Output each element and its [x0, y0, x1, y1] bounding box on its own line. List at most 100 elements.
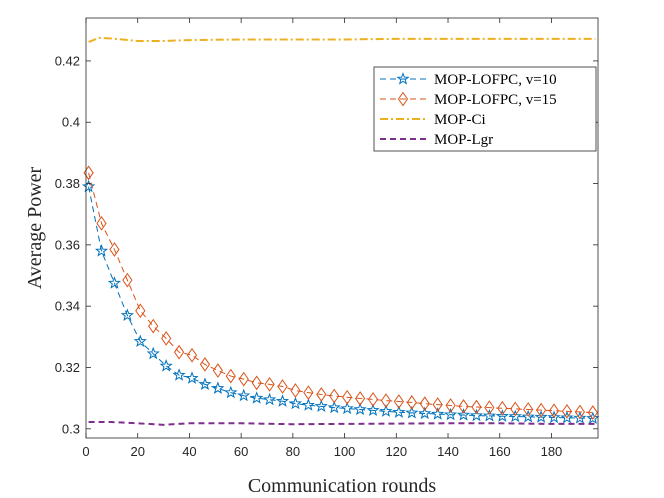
data-point [586, 411, 600, 424]
y-tick-label: 0.42 [55, 53, 80, 68]
y-tick-label: 0.4 [62, 115, 80, 130]
data-point [327, 400, 341, 414]
data-point [96, 216, 107, 231]
series-mop-lgr [88, 421, 596, 426]
x-tick-label: 60 [234, 444, 248, 459]
data-point [148, 318, 159, 334]
data-point [508, 409, 522, 423]
y-tick-label: 0.36 [55, 237, 80, 252]
legend-label: MOP-LOFPC, v=10 [434, 72, 557, 88]
x-tick-label: 0 [82, 444, 89, 459]
data-point [353, 402, 367, 416]
data-point [277, 379, 288, 394]
data-point [199, 357, 211, 372]
legend-box [373, 66, 597, 152]
data-point [366, 403, 380, 417]
data-point [340, 401, 354, 415]
data-point [212, 363, 223, 378]
series-layer [82, 36, 600, 426]
legend-label: MOP-LOFPC, v=15 [434, 92, 557, 108]
data-point [301, 398, 315, 411]
data-point [469, 408, 484, 422]
data-point [275, 394, 290, 407]
data-point [445, 398, 456, 413]
data-point [431, 407, 445, 420]
legend: MOP-LOFPC, v=10 MOP-LOFPC, v=15 MOP-Ci MOP-… [373, 66, 597, 152]
data-point [264, 376, 275, 392]
data-point [547, 410, 561, 424]
data-point [82, 179, 96, 193]
data-point [482, 409, 496, 422]
data-point [495, 409, 509, 422]
data-point [122, 272, 133, 288]
series-line [88, 421, 596, 426]
data-point [536, 402, 547, 418]
x-tick-label: 180 [541, 444, 563, 459]
legend-entry: MOP-LOFPC, v=15 [380, 91, 557, 108]
data-point [456, 408, 471, 421]
data-point [303, 385, 314, 401]
legend-entry: MOP-Ci [380, 112, 486, 128]
data-point [109, 242, 120, 257]
y-axis-title: Average Power [24, 166, 46, 289]
x-tick-label: 140 [437, 444, 459, 459]
series-mop-lofpc-v-15 [83, 165, 598, 420]
data-point [471, 399, 482, 415]
data-point [393, 394, 404, 409]
data-point [419, 396, 430, 412]
data-point [172, 368, 186, 381]
data-point [263, 392, 277, 406]
y-tick-label: 0.34 [55, 299, 80, 314]
data-point [497, 400, 508, 416]
data-point [133, 334, 147, 348]
data-point [573, 411, 587, 424]
legend-entry: MOP-Lgr [380, 132, 493, 148]
data-point [211, 381, 225, 394]
legend-label: MOP-Ci [434, 112, 486, 128]
legend-entry: MOP-LOFPC, v=10 [380, 72, 557, 88]
data-point [186, 347, 198, 363]
data-point [94, 244, 109, 257]
data-point [251, 375, 262, 391]
data-point [120, 308, 134, 321]
data-point [224, 385, 238, 399]
x-axis-title: Communication rounds [248, 475, 437, 497]
data-point [367, 391, 379, 407]
y-tick-label: 0.32 [55, 360, 80, 375]
data-point [458, 399, 469, 414]
ticks-layer: 0 20 40 60 80 100 120 140 160 180 0.3 0.32 0.34 0.36 0… [55, 18, 598, 459]
data-point [225, 368, 236, 384]
series-line [88, 172, 593, 414]
data-point [406, 395, 417, 410]
axes-box [85, 17, 599, 439]
data-point [380, 393, 392, 408]
data-point [238, 371, 249, 387]
data-point [107, 276, 122, 289]
data-point [173, 344, 185, 360]
data-point [237, 388, 251, 402]
series-mop-lofpc-v-10 [82, 179, 600, 424]
data-point [444, 407, 458, 421]
data-point [135, 303, 146, 319]
data-point [510, 401, 521, 417]
series-mop-ci [88, 36, 596, 43]
legend-marker [396, 72, 410, 85]
x-tick-label: 80 [286, 444, 300, 459]
data-point [405, 405, 419, 419]
data-point [354, 391, 366, 406]
data-point [83, 165, 94, 181]
series-line [88, 36, 596, 43]
data-point [534, 410, 548, 423]
y-tick-label: 0.38 [55, 176, 80, 191]
x-tick-label: 120 [385, 444, 407, 459]
data-point [159, 359, 173, 372]
x-tick-label: 160 [489, 444, 511, 459]
data-point [560, 410, 574, 424]
data-point [290, 383, 301, 398]
data-point [523, 402, 534, 417]
y-tick-label: 0.3 [62, 421, 80, 436]
data-point [288, 396, 303, 410]
x-tick-label: 40 [182, 444, 196, 459]
data-point [314, 399, 328, 413]
data-point [250, 391, 264, 404]
